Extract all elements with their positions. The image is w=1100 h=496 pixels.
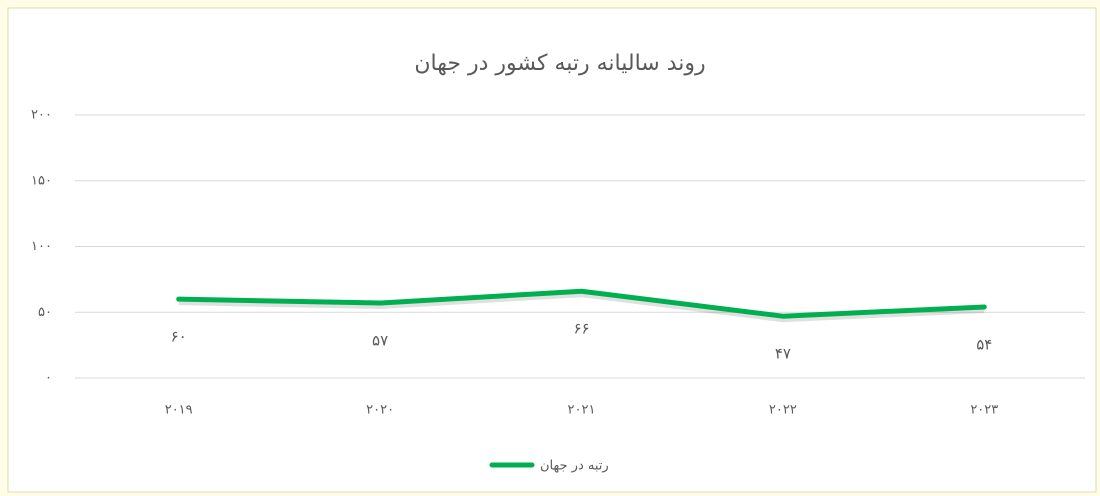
x-tick-label: ۲۰۲۱ <box>568 403 596 418</box>
x-tick-label: ۲۰۲۰ <box>366 403 394 418</box>
chart-area <box>7 7 1097 493</box>
y-tick-label: ۱۰۰ <box>31 239 52 254</box>
chart-title: روند سالیانه رتبه کشور در جهان <box>414 51 705 76</box>
x-tick-label: ۲۰۱۹ <box>165 403 193 418</box>
legend-label: رتبه در جهان <box>540 459 609 474</box>
line-shadow <box>178 291 985 323</box>
data-label: ۴۷ <box>775 345 791 363</box>
data-label: ۶۰ <box>171 328 187 346</box>
line <box>176 288 987 319</box>
y-tick-label: ۲۰۰ <box>31 108 52 123</box>
y-tick-label: ۵۰ <box>38 305 52 320</box>
data-label: ۵۴ <box>976 335 992 353</box>
data-label: ۶۶ <box>573 320 589 338</box>
y-tick-label: ۱۵۰ <box>31 173 52 188</box>
x-tick-label: ۲۰۲۲ <box>769 403 797 418</box>
x-tick-label: ۲۰۲۳ <box>970 403 998 418</box>
y-tick-label: ۰ <box>45 371 52 386</box>
data-label: ۵۷ <box>372 332 388 350</box>
